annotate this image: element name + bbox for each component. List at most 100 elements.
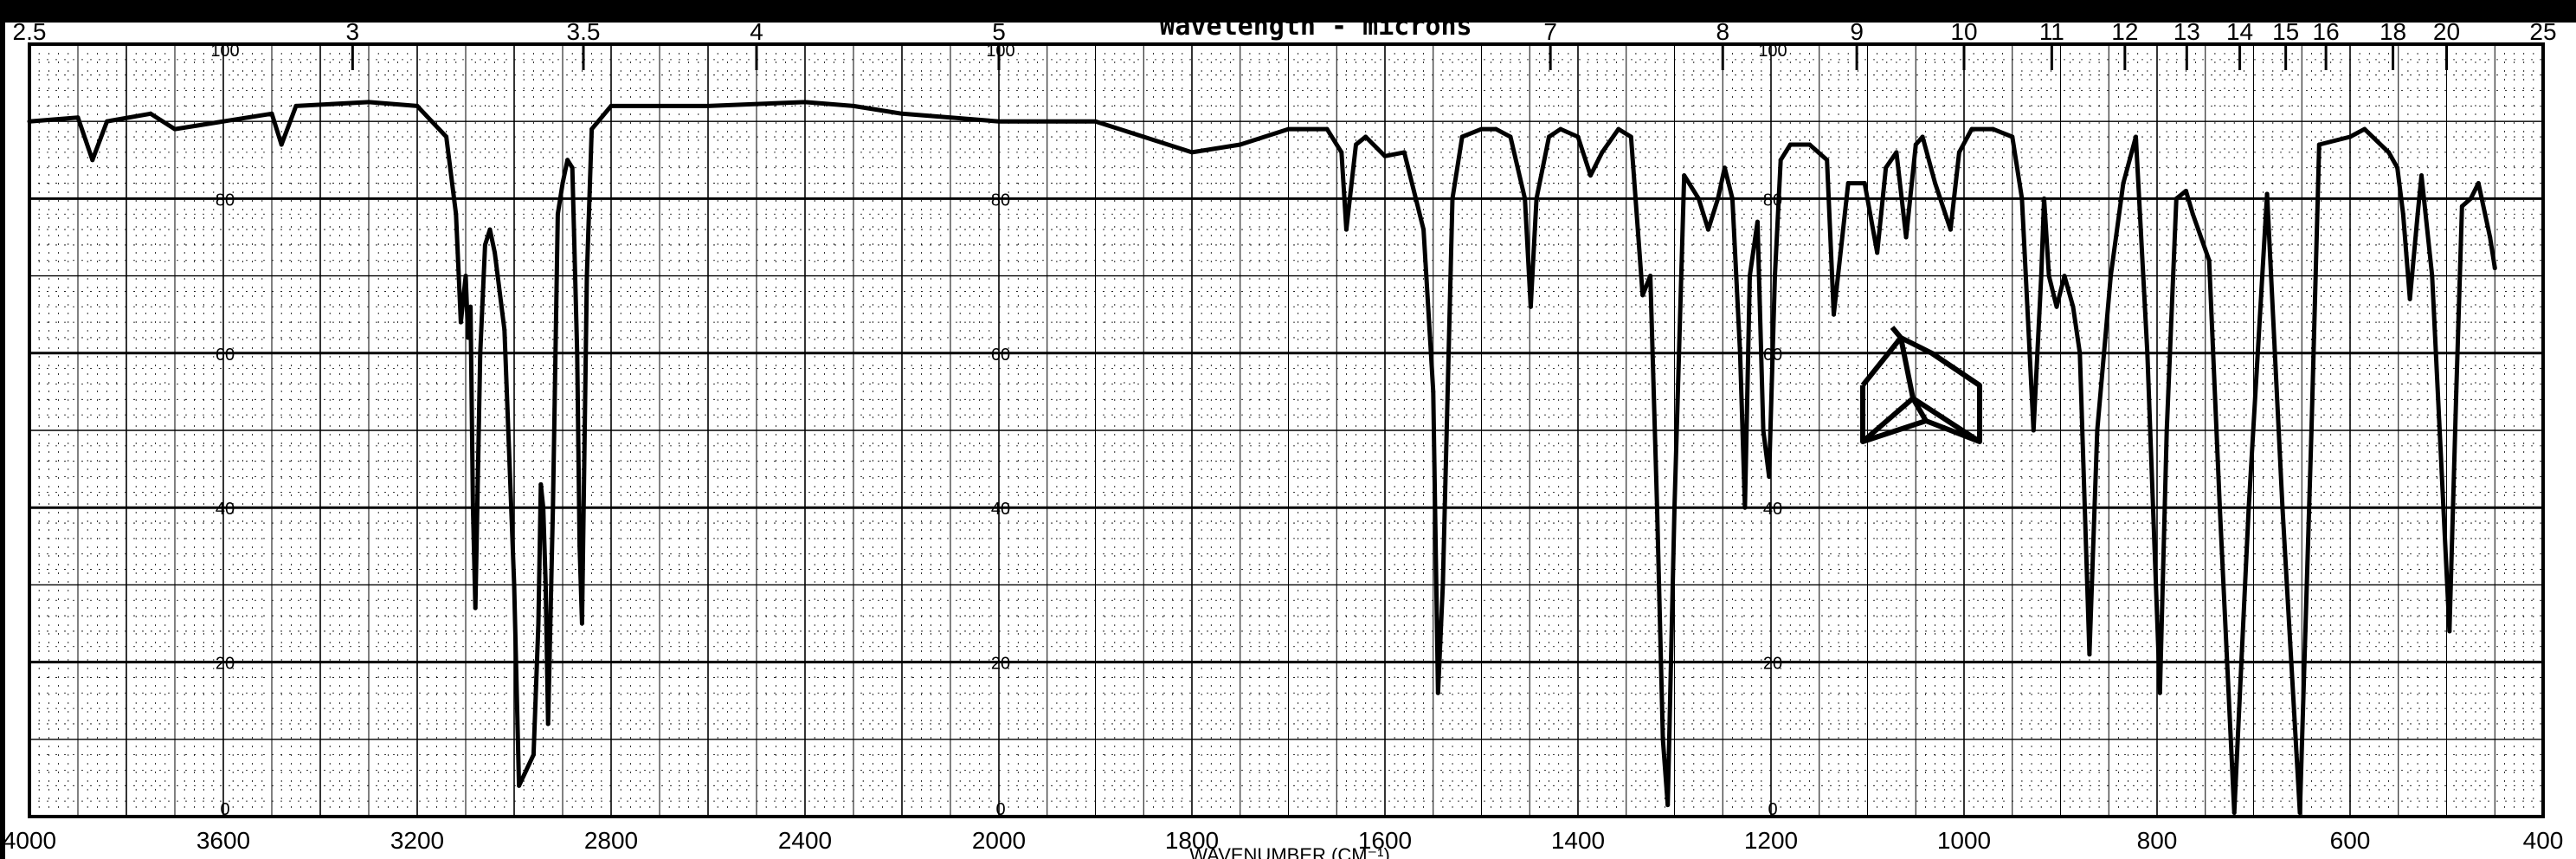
wavelength-tick-label: 5 [992,18,1006,45]
wavelength-tick-label: 12 [2111,18,2138,45]
spectrum-point [482,242,487,248]
spectrum-point [2415,211,2420,216]
spectrum-point [75,115,80,120]
spectrum-point [1440,582,1446,587]
wavenumber-tick-label: 2800 [584,827,638,854]
spectrum-point [1990,126,1995,132]
spectrum-point [543,582,548,587]
spectrum-point [2395,165,2400,171]
wavelength-tick-label: 15 [2272,18,2299,45]
spectrum-point [105,119,110,124]
spectrum-point [2019,196,2025,201]
spectrum-point [221,119,226,124]
spectrum-point [478,351,483,356]
spectrum-point [560,181,565,186]
spectrum-point [851,103,856,108]
spectrum-point [1761,428,1766,433]
wavenumber-tick-label: 1200 [1744,827,1798,854]
spectrum-point [1587,173,1593,178]
spectrum-point [2246,505,2251,510]
transmittance-tick-label: 100 [210,42,239,61]
spectrum-point [1363,134,1368,139]
spectrum-point [1431,389,1436,394]
transmittance-tick-label: 60 [991,346,1010,365]
wavenumber-tick-label: 4000 [3,827,56,854]
spectrum-point [90,158,95,163]
spectrum-point [1845,181,1851,186]
spectrum-point [1286,126,1291,132]
spectrum-point [2031,428,2036,433]
wavenumber-tick-label: 2400 [778,827,832,854]
spectrum-point [899,111,905,116]
spectrum-point [2145,351,2150,356]
spectrum-point [1547,134,1552,139]
spectrum-point [1493,126,1498,132]
spectrum-point [148,111,153,116]
spectrum-point [579,621,584,626]
spectrum-point [2133,134,2138,139]
spectrum-point [1862,181,1867,186]
spectrum-point [470,505,475,510]
wavelength-tick-label: 3 [346,18,360,45]
spectrum-point [1600,150,1605,155]
spectrum-point [1238,142,1243,147]
spectrum-point [2157,690,2162,695]
spectrum-point [2183,188,2188,193]
spectrum-point [2400,211,2405,216]
spectrum-point [366,100,371,105]
spectrum-point [2174,196,2179,201]
spectrum-point [551,505,556,510]
spectrum-point [1189,150,1195,155]
spectrum-point [512,582,517,587]
x-axis-label: WAVENUMBER (CM⁻¹) [1189,844,1390,859]
spectrum-point [2010,134,2015,139]
spectrum-point [269,111,274,116]
wavelength-tick-label: 14 [2226,18,2253,45]
spectrum-point [1450,196,1455,201]
transmittance-tick-label: 0 [1768,800,1777,819]
wavenumber-tick-label: 2000 [972,827,1026,854]
transmittance-tick-label: 100 [1758,42,1787,61]
spectrum-point [1742,505,1748,510]
spectrum-point [1682,173,1687,178]
wavelength-tick-label: 7 [1543,18,1557,45]
spectrum-point [1772,274,1777,279]
spectrum-point [2121,181,2126,186]
spectrum-point [2386,150,2392,155]
wavenumber-tick-label: 3600 [196,827,250,854]
spectrum-point [609,103,614,108]
wavelength-tick-label: 18 [2380,18,2406,45]
spectrum-point [575,351,580,356]
spectrum-point [415,103,420,108]
spectrum-point [1141,134,1146,139]
spectrum-point [1672,505,1677,510]
wavelength-tick-label: 10 [1950,18,1977,45]
spectrum-point [1575,134,1581,139]
spectrum-point [493,250,498,255]
spectrum-point [1755,219,1760,224]
spectrum-point [705,103,711,108]
spectrum-point [2108,274,2113,279]
spectrum-point [463,274,468,279]
spectrum-point [2447,629,2452,634]
spectrum-point [2280,505,2285,510]
spectrum-point [541,505,546,510]
transmittance-tick-label: 20 [1763,655,1782,674]
spectrum-point [1628,134,1633,139]
spectrum-point [2347,134,2353,139]
spectrum-point [1523,196,1528,201]
spectrum-point [2217,505,2222,510]
spectrum-point [570,165,575,171]
spectrum-point [584,274,589,279]
transmittance-tick-label: 20 [216,655,235,674]
molecule-bond [1890,326,1903,339]
spectrum-point [802,100,808,105]
spectrum-point [1767,475,1772,480]
spectrum-point [2164,428,2169,433]
wavenumber-tick-label: 600 [2330,827,2371,854]
tick-labels: 4000 3600 3200 2800 2400 2000 1800 1600 1400 1200… [3,18,2564,854]
wavelength-tick-label: 8 [1716,18,1729,45]
spectrum-point [2362,126,2367,132]
spectrum-point [1324,126,1330,132]
spectrum-point [2046,274,2051,279]
